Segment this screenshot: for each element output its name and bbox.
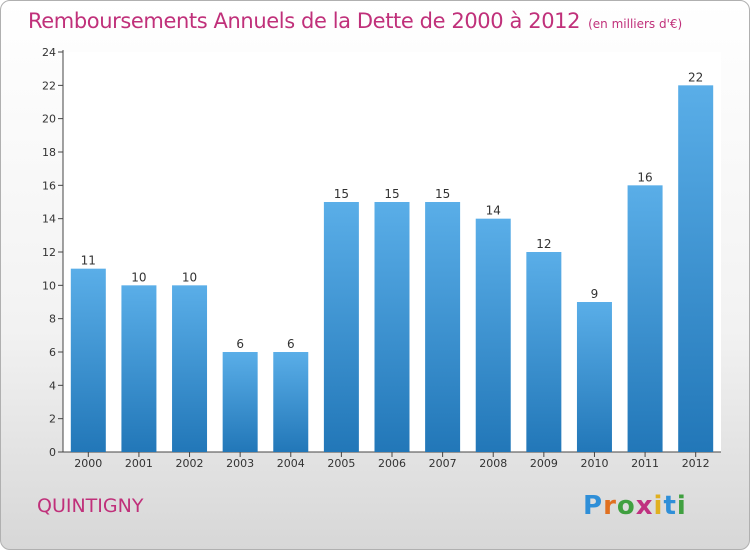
proxiti-logo: Proxiti	[583, 491, 687, 521]
x-tick-label: 2003	[226, 457, 254, 470]
bar	[121, 285, 157, 452]
y-tick-label: 4	[49, 379, 56, 392]
x-tick-label: 2011	[631, 457, 659, 470]
bar	[273, 352, 309, 452]
bar	[576, 302, 612, 452]
data-label: 10	[131, 270, 146, 284]
y-tick-label: 0	[49, 446, 56, 459]
y-tick-label: 18	[42, 146, 56, 159]
x-tick-label: 2009	[530, 457, 558, 470]
logo-letter: o	[616, 491, 636, 521]
bar	[475, 218, 511, 452]
bar	[222, 352, 258, 452]
x-tick-label: 2006	[378, 457, 406, 470]
data-label: 11	[81, 254, 96, 268]
x-tick-label: 2000	[74, 457, 102, 470]
logo-letter: i	[676, 491, 687, 521]
x-tick-label: 2010	[580, 457, 608, 470]
y-tick-label: 12	[42, 246, 56, 259]
data-label: 16	[637, 170, 652, 184]
x-tick-label: 2012	[682, 457, 710, 470]
x-tick-label: 2007	[429, 457, 457, 470]
data-label: 9	[591, 287, 599, 301]
y-tick-label: 22	[42, 79, 56, 92]
y-tick-label: 6	[49, 346, 56, 359]
data-label: 6	[287, 337, 295, 351]
bar	[425, 202, 461, 452]
x-tick-label: 2008	[479, 457, 507, 470]
y-tick-label: 14	[42, 213, 56, 226]
x-tick-label: 2005	[327, 457, 355, 470]
y-tick-label: 2	[49, 413, 56, 426]
x-tick-label: 2002	[176, 457, 204, 470]
unit-label: (en milliers d'€)	[588, 17, 683, 31]
data-label: 15	[334, 187, 349, 201]
bar	[70, 268, 106, 452]
bar	[323, 202, 359, 452]
bar	[172, 285, 208, 452]
title-text: Remboursements Annuels de la Dette de 20…	[28, 9, 581, 33]
logo-letter: x	[635, 491, 654, 521]
bar	[627, 185, 663, 453]
logo-letter: i	[653, 491, 664, 521]
logo-letter: r	[603, 491, 617, 521]
y-tick-label: 24	[42, 46, 56, 59]
data-label: 12	[536, 237, 551, 251]
data-label: 15	[384, 187, 399, 201]
y-tick-label: 10	[42, 279, 56, 292]
data-label: 22	[688, 70, 703, 84]
data-label: 10	[182, 270, 197, 284]
logo-letter: t	[663, 491, 677, 521]
x-tick-label: 2001	[125, 457, 153, 470]
y-tick-label: 8	[49, 313, 56, 326]
y-tick-label: 20	[42, 113, 56, 126]
data-label: 15	[435, 187, 450, 201]
data-label: 14	[486, 204, 501, 218]
logo-letter: P	[583, 491, 604, 521]
y-tick-label: 16	[42, 179, 56, 192]
bar	[374, 202, 410, 452]
data-label: 6	[236, 337, 244, 351]
bar	[678, 85, 714, 452]
chart-title: Remboursements Annuels de la Dette de 20…	[28, 9, 682, 33]
bar	[526, 252, 562, 452]
commune-name: QUINTIGNY	[37, 495, 144, 517]
x-tick-label: 2004	[277, 457, 305, 470]
